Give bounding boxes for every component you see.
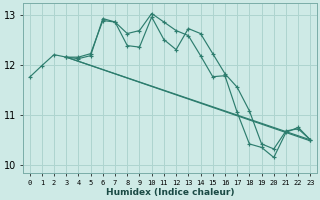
X-axis label: Humidex (Indice chaleur): Humidex (Indice chaleur) (106, 188, 234, 197)
